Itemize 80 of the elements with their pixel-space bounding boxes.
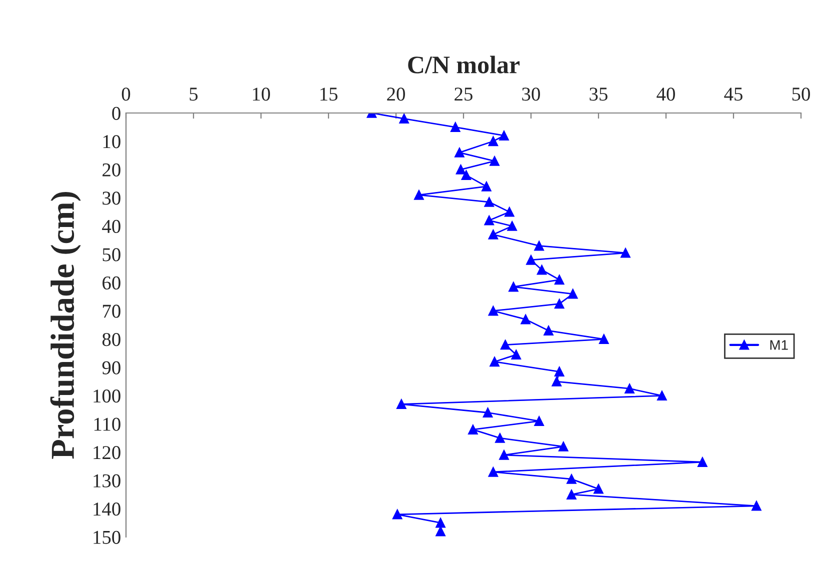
point [554, 366, 564, 376]
point [436, 518, 446, 528]
point [488, 136, 498, 146]
y-tick-label: 40 [102, 220, 120, 234]
point [508, 282, 518, 292]
point [552, 376, 562, 386]
point [526, 255, 536, 265]
y-tick-label: 130 [94, 474, 120, 488]
y-tick-label: 140 [94, 502, 120, 516]
point [392, 510, 402, 520]
point [534, 240, 544, 251]
point [484, 216, 494, 226]
x-tick-label: 30 [522, 88, 540, 101]
point [456, 164, 466, 174]
x-tick-label: 15 [320, 88, 338, 101]
point [468, 424, 478, 434]
point [544, 326, 554, 336]
point [558, 442, 568, 452]
point [566, 474, 576, 484]
y-tick-label: 30 [102, 192, 120, 205]
y-tick-label: 90 [102, 361, 120, 374]
x-tick-label: 50 [792, 88, 810, 101]
x-tick-label: 35 [590, 88, 608, 101]
y-tick-label: 10 [103, 135, 120, 148]
x-tick-label: 45 [724, 88, 742, 101]
point [488, 467, 498, 477]
point [396, 399, 406, 410]
y-axis-title: Profundidade (cm) [50, 192, 81, 459]
x-tick-label: 5 [190, 88, 198, 101]
x-tick-label: 0 [122, 88, 130, 101]
point [698, 457, 708, 467]
point [624, 384, 634, 394]
point [568, 289, 578, 299]
point [752, 501, 762, 511]
point [566, 490, 576, 500]
y-tick-label: 50 [102, 248, 120, 262]
point [436, 526, 446, 536]
x-tick-label: 25 [454, 88, 472, 101]
point [499, 450, 509, 460]
y-tick-label: 150 [94, 530, 120, 544]
point [594, 484, 604, 494]
point [461, 170, 472, 180]
point [504, 207, 514, 217]
y-tick-label: 110 [94, 418, 120, 431]
y-tick-label: 120 [94, 446, 120, 460]
point [620, 248, 630, 258]
point [454, 148, 464, 158]
point [482, 182, 492, 192]
point [499, 130, 509, 140]
point [482, 408, 493, 418]
x-tick-label: 10 [252, 88, 270, 101]
point [450, 122, 460, 132]
y-tick-label: 0 [112, 106, 120, 120]
x-axis-title: C/N molar [408, 56, 520, 74]
point [599, 334, 609, 344]
y-tick-label: 60 [102, 276, 120, 290]
point [490, 356, 500, 367]
point [414, 190, 424, 200]
point [399, 114, 409, 124]
x-tick-label: 40 [656, 88, 675, 101]
legend-label: M1 [770, 340, 788, 350]
y-tick-label: 80 [102, 332, 120, 346]
point [657, 390, 667, 401]
point [520, 314, 530, 324]
point [484, 197, 494, 207]
point [488, 306, 498, 316]
x-tick-label: 20 [387, 88, 405, 101]
y-tick-label: 70 [102, 304, 120, 318]
y-tick-label: 20 [102, 163, 120, 176]
point [511, 350, 522, 360]
point [495, 433, 505, 443]
y-tick-label: 100 [94, 389, 120, 403]
point [490, 156, 500, 166]
point [534, 416, 544, 426]
point [536, 265, 547, 275]
point [507, 221, 517, 231]
point [554, 274, 564, 285]
point [500, 340, 510, 350]
point [488, 230, 498, 240]
point [554, 298, 564, 309]
